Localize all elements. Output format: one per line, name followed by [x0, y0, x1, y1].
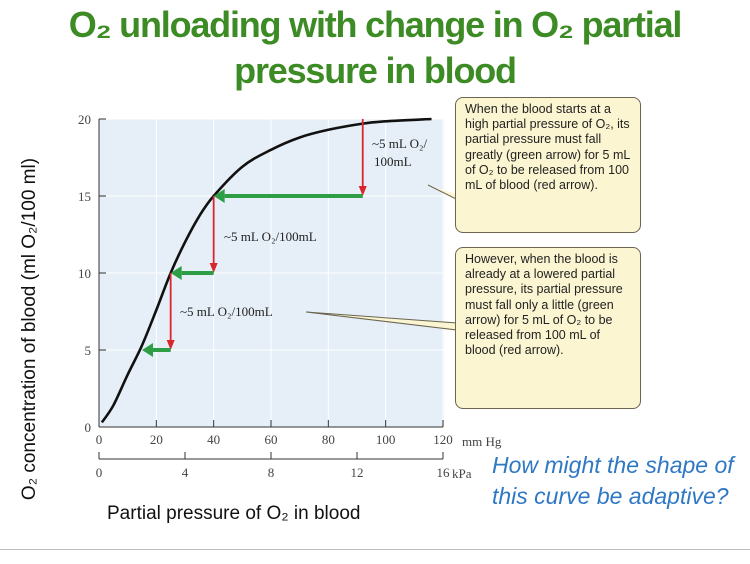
kpa-tick-label: 4	[182, 465, 189, 480]
x-tick-label: 0	[96, 432, 103, 447]
slide-title: O₂ unloading with change in O₂ partial p…	[68, 4, 683, 91]
green-arrow	[170, 266, 214, 280]
y-tick-label: 10	[78, 266, 91, 281]
arrow-head	[358, 186, 367, 196]
x-tick-label: 100	[376, 432, 396, 447]
callout-high-pressure: When the blood starts at a high partial …	[455, 97, 641, 233]
dissociation-curve	[100, 117, 432, 424]
y-tick-label: 15	[78, 189, 91, 204]
kpa-tick-label: 8	[268, 465, 275, 480]
annotation-lower: ~5 mL O₂/100mL	[180, 304, 273, 319]
arrow-head	[142, 343, 153, 357]
question-text: How might the shape of this curve be ada…	[492, 452, 734, 509]
red-arrow	[209, 196, 218, 273]
arrow-head	[213, 189, 225, 203]
x-unit-kpa: kPa	[452, 466, 472, 481]
annotation-top-line2: 100mL	[374, 154, 412, 169]
red-arrow	[358, 119, 367, 196]
y-axis-label: O₂ concentration of blood (ml O₂/100 ml)	[19, 157, 40, 501]
x-unit-mmhg: mm Hg	[462, 434, 502, 449]
arrow-head	[170, 266, 182, 280]
x-axis-label: Partial pressure of O₂ in blood	[107, 503, 361, 524]
arrow-head	[209, 263, 218, 273]
y-tick-label: 0	[85, 420, 92, 435]
callout-low-pressure: However, when the blood is already at a …	[455, 247, 641, 409]
divider	[0, 549, 750, 550]
x-tick-label: 60	[265, 432, 278, 447]
annotation-top-line1: ~5 mL O₂/	[372, 136, 428, 151]
annotation-middle: ~5 mL O₂/100mL	[224, 229, 317, 244]
green-arrow	[213, 189, 363, 203]
red-arrow	[166, 273, 175, 350]
x-tick-label: 80	[322, 432, 335, 447]
x-tick-label: 20	[150, 432, 163, 447]
x-tick-label: 40	[207, 432, 220, 447]
y-tick-label: 20	[78, 112, 91, 127]
green-arrow	[142, 343, 171, 357]
arrow-head	[166, 340, 175, 350]
x-tick-label: 120	[433, 432, 453, 447]
y-tick-label: 5	[85, 343, 92, 358]
kpa-tick-label: 16	[437, 465, 451, 480]
kpa-tick-label: 0	[96, 465, 103, 480]
kpa-tick-label: 12	[351, 465, 364, 480]
